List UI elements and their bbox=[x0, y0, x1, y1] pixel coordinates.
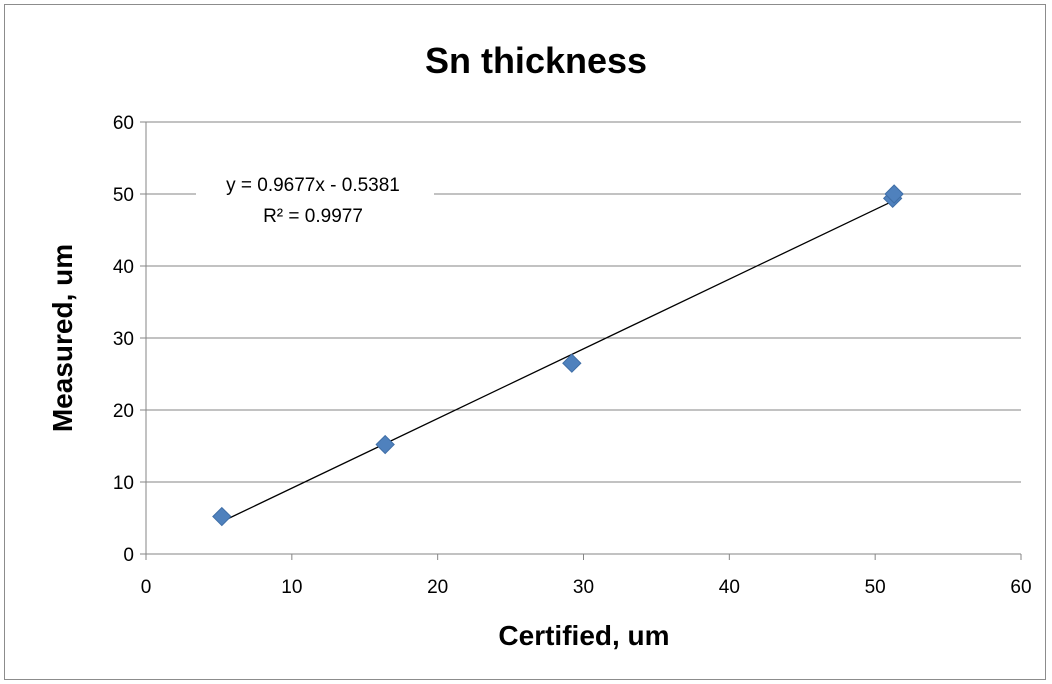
y-tick-label: 50 bbox=[113, 185, 134, 206]
x-tick-label: 30 bbox=[573, 577, 594, 598]
y-tick-label: 30 bbox=[113, 329, 134, 350]
data-point-diamond bbox=[884, 184, 904, 204]
y-tick-label: 60 bbox=[113, 113, 134, 134]
x-tick-label: 50 bbox=[865, 577, 886, 598]
y-tick-label: 0 bbox=[123, 545, 134, 566]
trendline bbox=[221, 199, 895, 523]
y-tick-label: 20 bbox=[113, 401, 134, 422]
axes bbox=[140, 121, 1022, 560]
y-tick-label: 10 bbox=[113, 473, 134, 494]
data-point-diamond bbox=[212, 506, 232, 527]
trendline-line bbox=[221, 199, 895, 523]
y-axis-title: Measured, um bbox=[47, 244, 78, 432]
data-points bbox=[212, 184, 904, 527]
chart-frame bbox=[4, 4, 1046, 680]
data-point-diamond bbox=[375, 434, 395, 455]
trendline-equation: y = 0.9677x - 0.5381 bbox=[226, 175, 400, 196]
y-tick-label: 40 bbox=[113, 257, 134, 278]
x-tick-label: 60 bbox=[1010, 577, 1031, 598]
data-point-diamond bbox=[562, 353, 582, 373]
y-tick-labels: 0 10 20 30 40 50 60 bbox=[113, 113, 134, 566]
x-tick-label: 40 bbox=[719, 577, 740, 598]
x-tick-label: 20 bbox=[427, 577, 448, 598]
x-tick-label: 0 bbox=[141, 577, 152, 598]
chart-title: Sn thickness bbox=[425, 40, 647, 81]
trendline-r-squared: R² = 0.9977 bbox=[263, 206, 363, 227]
x-tick-label: 10 bbox=[281, 577, 302, 598]
x-axis-title: Certified, um bbox=[498, 620, 669, 651]
equation-label-bg bbox=[196, 170, 434, 232]
x-tick-labels: 0 10 20 30 40 50 60 bbox=[141, 577, 1032, 598]
